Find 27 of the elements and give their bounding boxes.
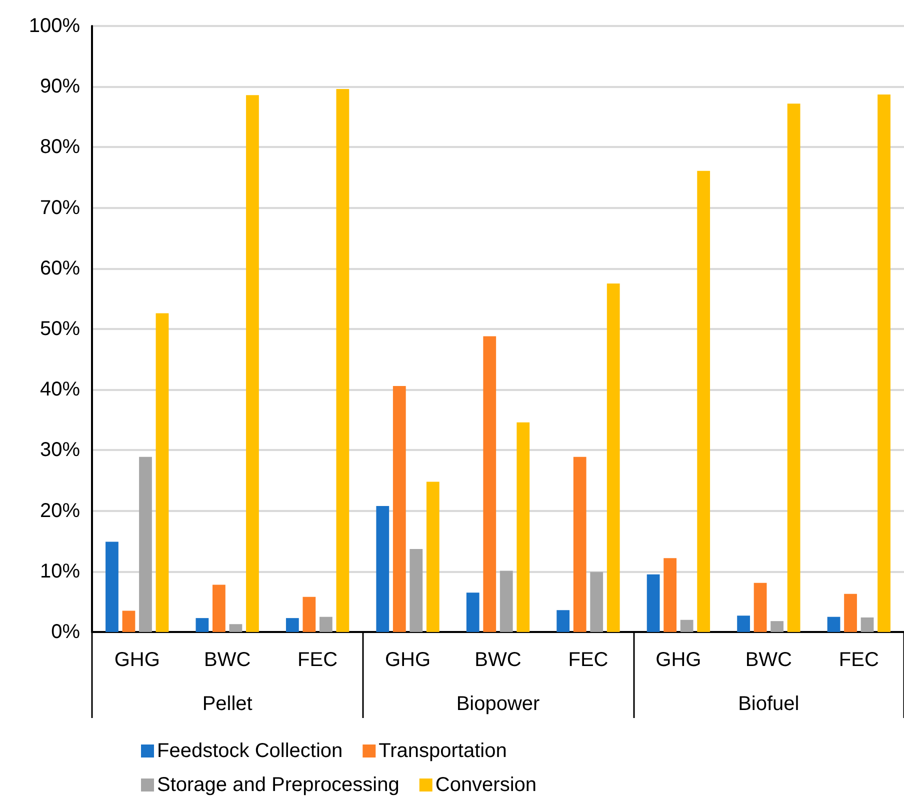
y-tick-label: 0% [51, 621, 80, 643]
y-tick-label: 90% [40, 76, 80, 98]
legend-label: Conversion [435, 774, 537, 796]
x-tick-label: BWC [204, 649, 251, 671]
text: Biopower [456, 693, 540, 715]
x-tick-label: FEC [838, 649, 879, 671]
x-tick-label: GHG [384, 649, 431, 671]
text: Pellet [202, 693, 253, 715]
legend-label: Transportation [378, 740, 507, 762]
x-tick-label: GHG [114, 649, 160, 671]
y-tick-label: 30% [40, 439, 80, 462]
y-tick-label: 20% [40, 500, 80, 522]
y-tick-label: 60% [40, 257, 80, 280]
y-tick-label: 100% [28, 15, 80, 37]
x-tick-label: FEC [568, 649, 608, 671]
y-tick-label: 70% [40, 196, 80, 219]
y-tick-label: 80% [40, 136, 80, 158]
text: Biofuel [738, 693, 800, 715]
x-tick-label: FEC [298, 649, 338, 671]
legend-label: Feedstock Collection [157, 740, 343, 762]
y-tick-label: 40% [40, 378, 80, 401]
y-tick-label: 50% [40, 318, 80, 340]
x-tick-label: BWC [474, 649, 522, 671]
x-tick-label: GHG [656, 649, 702, 671]
y-tick-label: 10% [40, 560, 80, 582]
x-tick-label: BWC [745, 649, 792, 671]
legend-label: Storage and Preprocessing [157, 774, 400, 796]
